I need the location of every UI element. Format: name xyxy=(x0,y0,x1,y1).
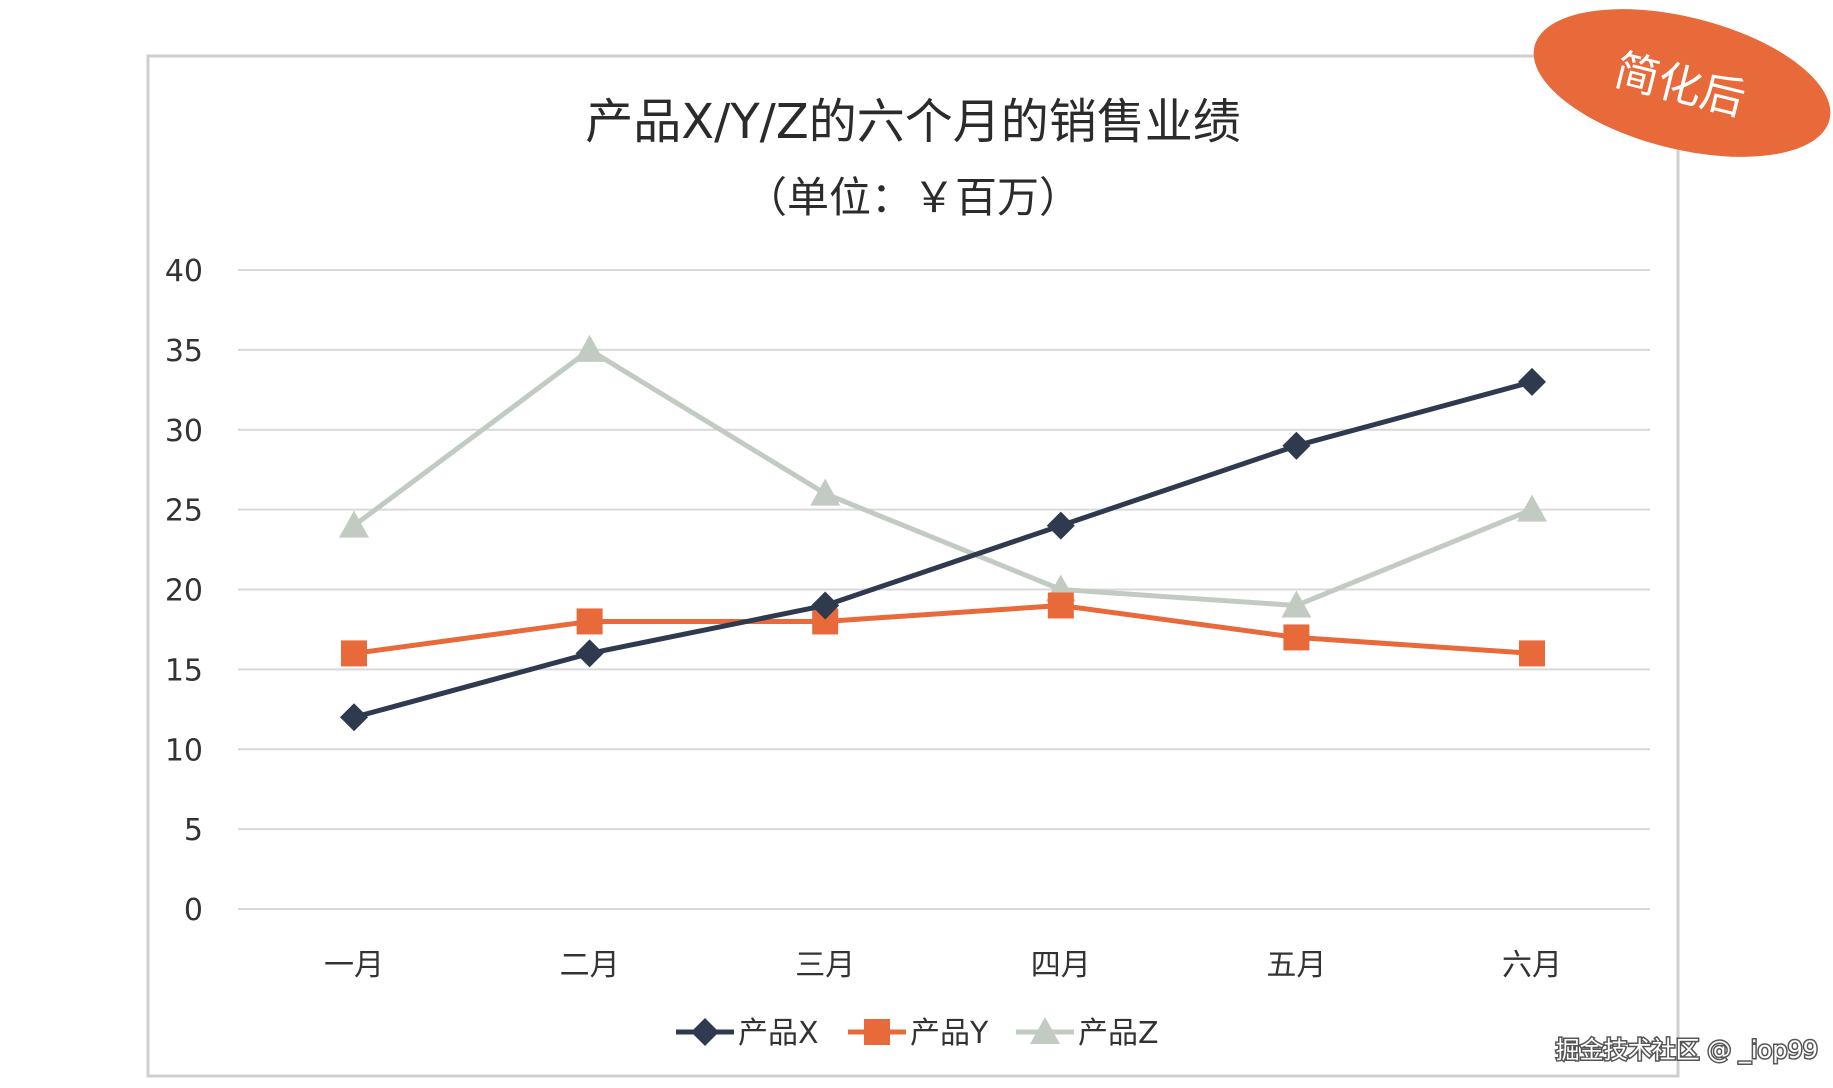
data-point xyxy=(1519,640,1545,667)
legend-label: 产品Z xyxy=(1078,1016,1159,1051)
chart-subtitle: （单位：￥百万） xyxy=(745,173,1081,222)
legend-marker xyxy=(691,1018,719,1046)
legend-label: 产品Y xyxy=(910,1016,989,1051)
series-line xyxy=(353,379,1533,720)
data-point xyxy=(1046,511,1075,540)
data-point xyxy=(341,640,367,667)
data-point xyxy=(339,510,369,538)
x-tick-label: 四月 xyxy=(1031,948,1091,983)
y-axis-ticks: 0 5 10 15 20 25 30 35 40 xyxy=(165,254,203,928)
data-point xyxy=(340,703,368,732)
y-tick-label: 10 xyxy=(165,733,203,768)
y-tick-label: 0 xyxy=(184,893,203,928)
x-tick-label: 六月 xyxy=(1502,948,1562,983)
chart-title: 产品X/Y/Z的六个月的销售业绩 xyxy=(585,94,1240,150)
y-tick-label: 15 xyxy=(165,653,203,688)
x-tick-label: 三月 xyxy=(795,948,855,983)
data-point xyxy=(1283,624,1310,651)
y-tick-label: 35 xyxy=(165,334,203,369)
legend-item: 产品Y xyxy=(848,1016,989,1051)
data-point xyxy=(1518,367,1546,396)
x-axis-ticks: 一月 二月 三月 四月 五月 六月 xyxy=(324,948,1562,983)
legend-label: 产品X xyxy=(738,1016,819,1051)
x-tick-label: 一月 xyxy=(324,948,384,983)
series-lines xyxy=(339,334,1547,732)
y-tick-label: 20 xyxy=(165,574,203,609)
data-point xyxy=(575,639,604,668)
data-point xyxy=(1517,494,1547,522)
y-tick-label: 30 xyxy=(165,414,203,449)
y-tick-label: 25 xyxy=(165,494,203,529)
data-point xyxy=(574,334,605,362)
series-line xyxy=(352,347,1533,608)
series-1 xyxy=(341,592,1545,667)
legend-item: 产品Z xyxy=(1016,1016,1159,1051)
data-point xyxy=(1047,592,1074,619)
data-point xyxy=(1282,431,1311,460)
y-tick-label: 40 xyxy=(165,254,203,289)
badge-shape xyxy=(1533,9,1831,157)
grid-lines xyxy=(238,269,1650,910)
legend-marker xyxy=(1030,1017,1060,1044)
legend: 产品X 产品Y 产品Z xyxy=(676,1016,1159,1051)
series-0 xyxy=(340,367,1546,732)
data-point xyxy=(1281,590,1312,618)
legend-marker xyxy=(864,1019,890,1045)
data-point xyxy=(576,608,603,635)
x-tick-label: 五月 xyxy=(1266,948,1326,983)
series-line xyxy=(353,602,1533,656)
y-tick-label: 5 xyxy=(184,813,203,848)
legend-item: 产品X xyxy=(676,1016,819,1051)
data-point xyxy=(810,478,841,506)
chart-frame xyxy=(146,54,1680,1078)
x-tick-label: 二月 xyxy=(560,948,620,983)
badge: 简化后 xyxy=(1533,9,1831,157)
watermark: 掘金技术社区 @ _iop99 xyxy=(1556,1036,1818,1064)
data-point xyxy=(811,591,840,620)
